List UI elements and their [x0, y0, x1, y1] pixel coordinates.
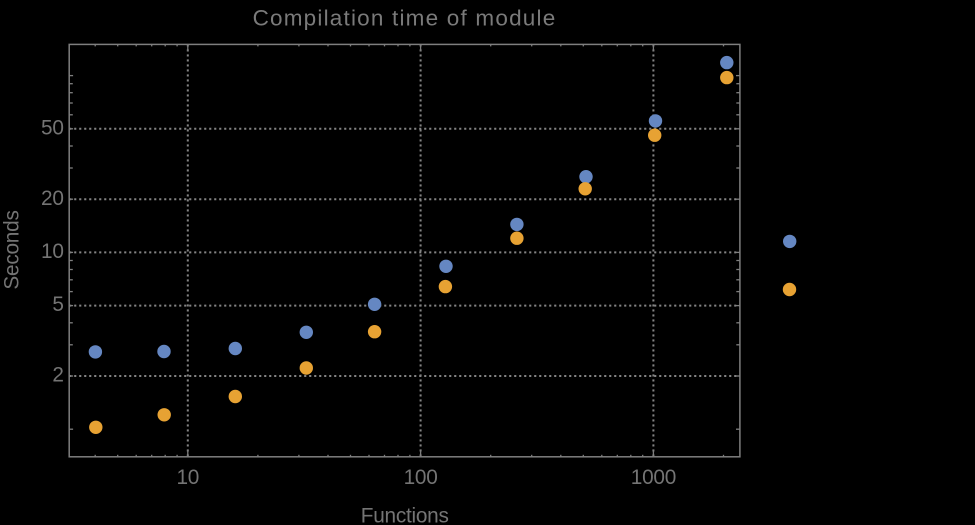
svg-text:50: 50 [41, 116, 64, 139]
svg-text:2: 2 [52, 364, 63, 387]
svg-text:10: 10 [41, 240, 64, 263]
svg-text:1000: 1000 [631, 466, 676, 489]
svg-text:Seconds: Seconds [1, 210, 24, 289]
svg-text:10: 10 [176, 466, 199, 489]
svg-text:5: 5 [52, 293, 63, 316]
svg-text:Compilation time of module: Compilation time of module [253, 6, 557, 31]
svg-text:20: 20 [41, 187, 64, 210]
svg-text:Functions: Functions [361, 505, 449, 525]
svg-text:100: 100 [404, 466, 438, 489]
